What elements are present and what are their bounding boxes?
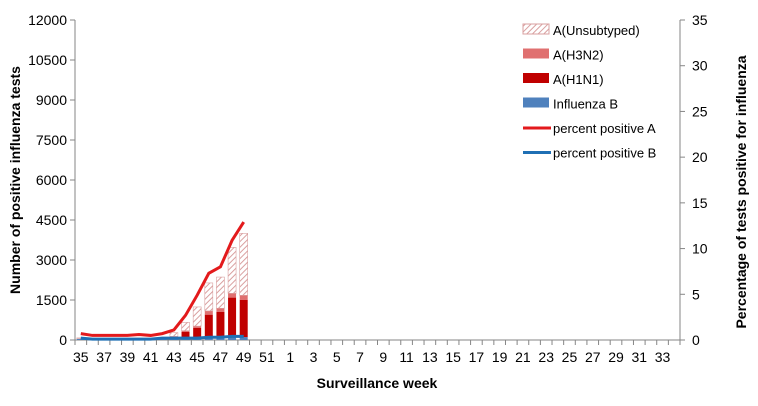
legend-swatch [523,48,549,59]
x-tick-label: 37 [96,349,112,365]
bar-a-h3n2- [239,295,248,300]
y-tick-label: 1500 [36,292,67,308]
x-tick-label: 51 [259,349,275,365]
y2-tick-label: 25 [692,103,708,119]
y-tick-label: 12000 [28,12,67,28]
x-tick-label: 13 [422,349,438,365]
y-tick-label: 6000 [36,172,67,188]
bar-a-h3n2- [193,326,202,328]
y-tick-label: 7500 [36,132,67,148]
x-tick-label: 21 [515,349,531,365]
legend-label: percent positive A [553,121,656,136]
bar-a-h3n2- [181,330,190,332]
x-tick-label: 41 [143,349,159,365]
line-percent-positive-b [80,334,244,341]
x-tick-label: 9 [379,349,387,365]
bar-a-h1n1- [216,311,225,338]
x-tick-label: 3 [310,349,318,365]
x-tick-label: 27 [585,349,601,365]
y-tick-label: 0 [59,332,67,348]
x-tick-label: 23 [538,349,554,365]
y2-tick-label: 10 [692,241,708,257]
bar-a-h1n1- [204,314,213,339]
x-tick-label: 43 [166,349,182,365]
bar-a-h3n2- [228,293,237,298]
x-tick-label: 5 [333,349,341,365]
y-axis-label: Number of positive influenza tests [7,66,23,294]
x-tick-label: 29 [608,349,624,365]
bar-a-h3n2- [216,308,225,312]
bar-a-unsubtyped- [239,233,249,296]
legend-label: percent positive B [553,146,656,161]
legend-label: Influenza B [553,97,618,112]
x-tick-label: 45 [189,349,205,365]
x-tick-label: 11 [399,349,414,365]
bar-influenza-b [239,337,248,340]
bar-a-unsubtyped- [169,332,179,337]
x-tick-label: 15 [445,349,461,365]
bar-a-unsubtyped- [181,322,190,331]
bar-a-unsubtyped- [192,306,202,327]
y2-tick-label: 5 [692,286,700,302]
x-axis-label: Surveillance week [317,375,438,391]
legend-swatch [522,23,550,35]
x-tick-label: 7 [356,349,364,365]
x-tick-label: 33 [655,349,671,365]
bar-influenza-b [228,337,237,340]
x-tick-label: 31 [631,349,647,365]
legend-swatch [523,73,549,83]
y2-tick-label: 35 [692,12,708,28]
y2-tick-label: 0 [692,332,700,348]
bar-a-unsubtyped- [204,282,214,312]
bar-influenza-b [216,337,225,340]
bar-a-unsubtyped- [216,276,225,309]
legend-label: A(Unsubtyped) [553,23,640,38]
bar-a-h1n1- [228,297,237,338]
legend-label: A(H3N2) [553,48,604,63]
y2-tick-label: 15 [692,195,708,211]
y2-tick-label: 20 [692,149,708,165]
bar-a-h3n2- [204,310,213,315]
bar-a-h1n1- [181,331,190,339]
legend-swatch [523,97,549,108]
x-tick-label: 47 [213,349,229,365]
y-tick-label: 3000 [36,252,67,268]
y-tick-label: 4500 [36,212,67,228]
line-percent-positive-a [80,221,245,337]
y-tick-label: 9000 [36,92,67,108]
x-tick-label: 1 [286,349,294,365]
bar-influenza-b [204,338,213,340]
x-tick-label: 19 [492,349,508,365]
x-tick-label: 39 [120,349,136,365]
bar-a-h1n1- [193,327,202,339]
bar-a-h1n1- [239,299,248,338]
bar-a-unsubtyped- [227,247,237,294]
x-tick-label: 17 [469,349,485,365]
x-tick-label: 25 [562,349,578,365]
y2-axis-label: Percentage of tests positive for influen… [733,55,749,328]
x-tick-label: 35 [73,349,89,365]
legend-label: A(H1N1) [553,72,604,87]
y2-tick-label: 30 [692,58,708,74]
y-tick-label: 10500 [28,52,67,68]
x-tick-label: 49 [236,349,252,365]
